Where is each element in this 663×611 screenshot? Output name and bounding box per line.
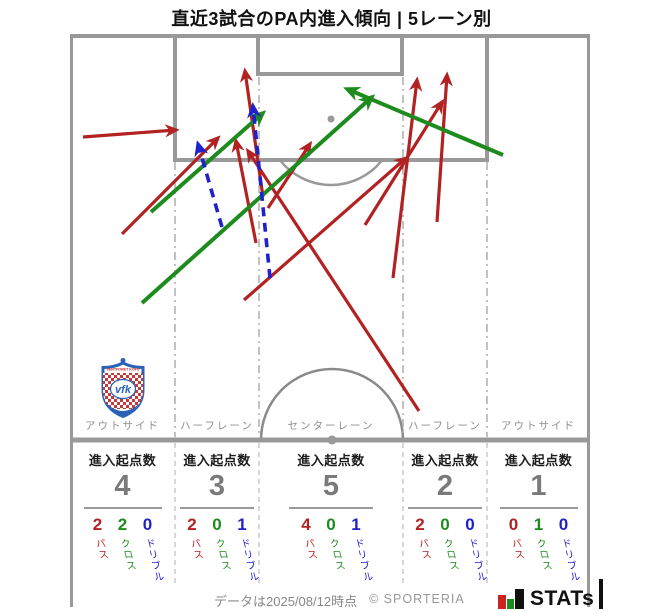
penalty-spot xyxy=(327,115,335,123)
divider xyxy=(499,506,578,509)
entry-count-value: 5 xyxy=(322,470,340,502)
cross-label: クロス xyxy=(117,537,137,571)
pass-label: パス xyxy=(300,537,317,560)
dribble-count: 1 xyxy=(237,514,247,534)
entry-arrow-pass xyxy=(231,137,258,244)
lane-label-half-right: ハーフレーン xyxy=(408,420,482,432)
entry-arrow-pass xyxy=(266,140,313,209)
pass-count: 4 xyxy=(301,514,311,534)
entry-count-value: 4 xyxy=(114,470,131,502)
lane-label-half-left: ハーフレーン xyxy=(180,420,254,432)
center-circle xyxy=(259,367,405,441)
penalty-area xyxy=(173,36,489,162)
dribble-label: ドリブル xyxy=(464,537,487,582)
pass-label: パス xyxy=(186,537,203,560)
cross-label: クロス xyxy=(211,537,231,571)
cross-label: クロス xyxy=(533,537,553,571)
cross-count: 0 xyxy=(212,514,222,534)
cross-count: 0 xyxy=(326,514,336,534)
center-spot xyxy=(327,435,337,445)
entry-count-value: 2 xyxy=(436,470,454,502)
bar-chart-icon xyxy=(498,589,524,609)
pass-label: パス xyxy=(92,537,109,560)
entry-count-label: 進入起点数 xyxy=(183,453,251,468)
entry-arrow-pass xyxy=(120,135,221,236)
goal-area xyxy=(256,36,404,76)
entry-arrow-cross xyxy=(140,94,376,305)
pass-count: 2 xyxy=(187,514,197,534)
data-timestamp: データは2025/08/12時点 xyxy=(214,594,358,609)
dribble-count: 1 xyxy=(351,514,361,534)
stat-col-half-right: 進入起点数 2 2 パス 0 クロス 0 ドリブル xyxy=(403,450,487,582)
dribble-count: 0 xyxy=(558,514,569,534)
stats-logo: STATs xyxy=(498,577,604,610)
divider xyxy=(180,506,254,509)
lane-label-outside-left: アウトサイド xyxy=(85,420,160,432)
stats-logo-text: STATs xyxy=(530,587,595,610)
pass-label: パス xyxy=(414,537,431,560)
dribble-label: ドリブル xyxy=(142,537,164,582)
cross-count: 0 xyxy=(440,514,450,534)
entry-count-label: 進入起点数 xyxy=(297,453,365,468)
divider xyxy=(83,506,162,509)
entry-arrows xyxy=(82,67,504,412)
entry-count-value: 1 xyxy=(530,470,547,502)
lane-label-center: センターレーン xyxy=(287,420,375,432)
stat-col-outside-left: 進入起点数 4 2 パス 2 クロス 0 ドリブル xyxy=(70,450,175,582)
divider xyxy=(289,506,373,509)
entry-arrow-cross xyxy=(343,86,504,157)
entry-arrow-pass xyxy=(245,147,421,412)
crest-band-text: VENTFORET KOFU xyxy=(107,368,140,372)
team-crest: VENTFORET KOFU vfk xyxy=(101,358,145,419)
stats-logo-endbar xyxy=(599,579,604,609)
dribble-label: ドリブル xyxy=(350,537,373,582)
page-title: 直近3試合のPA内進入傾向 | 5レーン別 xyxy=(171,9,492,29)
entry-arrow-pass xyxy=(391,76,423,279)
entry-count-label: 進入起点数 xyxy=(411,453,479,468)
crest-monogram: vfk xyxy=(115,384,132,396)
entry-arrow-pass xyxy=(82,124,180,139)
pass-count: 2 xyxy=(92,514,103,534)
dribble-count: 0 xyxy=(142,514,153,534)
entry-count-value: 3 xyxy=(208,470,226,502)
copyright: © SPORTERIA xyxy=(369,592,465,606)
cross-label: クロス xyxy=(325,537,345,571)
lane-label-outside-right: アウトサイド xyxy=(501,420,576,432)
entry-arrow-pass xyxy=(435,71,453,223)
divider xyxy=(408,506,482,509)
entry-count-label: 進入起点数 xyxy=(504,453,573,468)
dribble-label: ドリブル xyxy=(236,537,259,582)
stat-col-center: 進入起点数 5 4 パス 0 クロス 1 ドリブル xyxy=(259,450,403,582)
entry-arrow-dribble xyxy=(247,102,272,279)
stat-col-outside-right: 進入起点数 1 0 パス 1 クロス 0 ドリブル xyxy=(487,450,590,582)
cross-label: クロス xyxy=(439,537,459,571)
dribble-count: 0 xyxy=(465,514,475,534)
pass-count: 2 xyxy=(415,514,425,534)
stat-col-half-left: 進入起点数 3 2 パス 0 クロス 1 ドリブル xyxy=(175,450,259,582)
entry-count-label: 進入起点数 xyxy=(88,453,157,468)
pass-label: パス xyxy=(508,537,525,560)
cross-count: 1 xyxy=(533,514,544,534)
entry-arrow-cross xyxy=(149,110,267,214)
dribble-label: ドリブル xyxy=(558,537,580,582)
lane-dividers xyxy=(174,77,488,437)
crest-star-icon xyxy=(120,358,126,363)
pass-count: 0 xyxy=(508,514,519,534)
cross-count: 2 xyxy=(117,514,128,534)
